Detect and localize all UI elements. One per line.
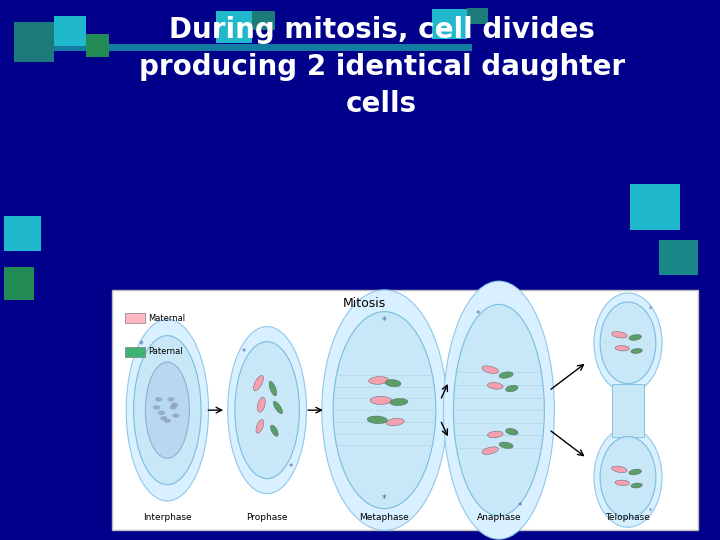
Text: *: *: [241, 348, 246, 357]
Bar: [432, 9, 467, 39]
Ellipse shape: [155, 397, 162, 401]
Ellipse shape: [367, 416, 387, 424]
Bar: [611, 384, 644, 436]
Ellipse shape: [594, 428, 662, 527]
Ellipse shape: [387, 418, 404, 426]
Ellipse shape: [134, 336, 201, 484]
Ellipse shape: [444, 281, 554, 539]
Bar: [54, 44, 472, 51]
Ellipse shape: [390, 399, 408, 406]
Ellipse shape: [594, 293, 662, 393]
Bar: [659, 240, 698, 275]
Ellipse shape: [322, 290, 447, 530]
Ellipse shape: [228, 327, 307, 494]
Text: Metaphase: Metaphase: [359, 513, 410, 522]
Bar: [125, 347, 145, 357]
Ellipse shape: [499, 372, 513, 378]
Text: Prophase: Prophase: [246, 513, 288, 522]
Ellipse shape: [611, 332, 627, 338]
Bar: [4, 267, 34, 300]
Ellipse shape: [631, 348, 642, 354]
Ellipse shape: [385, 380, 401, 387]
Text: During mitosis, cell divides
producing 2 identical daughter
cells: During mitosis, cell divides producing 2…: [138, 16, 625, 118]
Ellipse shape: [482, 366, 498, 373]
Text: Telophase: Telophase: [606, 513, 650, 522]
Ellipse shape: [505, 428, 518, 435]
Bar: [14, 22, 54, 62]
Bar: [216, 11, 252, 43]
Ellipse shape: [454, 305, 544, 516]
Ellipse shape: [269, 381, 276, 396]
Text: *: *: [138, 340, 143, 350]
Ellipse shape: [145, 362, 189, 458]
Ellipse shape: [615, 346, 629, 351]
Bar: [112, 290, 698, 530]
Text: *: *: [289, 463, 293, 472]
Text: *: *: [517, 502, 521, 511]
Text: Anaphase: Anaphase: [477, 513, 521, 522]
Bar: [4, 216, 41, 251]
Ellipse shape: [160, 416, 167, 420]
Ellipse shape: [235, 342, 300, 478]
Ellipse shape: [163, 419, 171, 423]
Text: *: *: [649, 508, 652, 514]
Ellipse shape: [333, 312, 436, 509]
Ellipse shape: [171, 403, 178, 407]
Ellipse shape: [271, 425, 278, 436]
Ellipse shape: [505, 385, 518, 392]
Ellipse shape: [629, 335, 642, 340]
Ellipse shape: [274, 401, 282, 414]
Ellipse shape: [629, 469, 642, 475]
Ellipse shape: [256, 420, 264, 433]
Ellipse shape: [487, 431, 503, 438]
Bar: [630, 184, 680, 230]
Ellipse shape: [615, 480, 629, 485]
Bar: [86, 34, 109, 57]
Text: *: *: [649, 306, 652, 312]
Ellipse shape: [600, 302, 656, 384]
Ellipse shape: [611, 466, 627, 472]
Ellipse shape: [257, 397, 265, 412]
Bar: [54, 16, 86, 46]
Bar: [252, 11, 275, 30]
Ellipse shape: [487, 382, 503, 389]
Ellipse shape: [631, 483, 642, 488]
Text: Interphase: Interphase: [143, 513, 192, 522]
Text: Maternal: Maternal: [148, 314, 186, 323]
Ellipse shape: [167, 397, 174, 401]
Ellipse shape: [253, 375, 264, 391]
Ellipse shape: [169, 405, 176, 409]
Text: *: *: [382, 494, 387, 504]
Ellipse shape: [482, 447, 498, 454]
Text: *: *: [476, 309, 480, 319]
Ellipse shape: [369, 376, 389, 384]
Ellipse shape: [172, 414, 179, 418]
Text: Paternal: Paternal: [148, 347, 183, 356]
Ellipse shape: [126, 319, 209, 501]
Ellipse shape: [158, 410, 165, 415]
Ellipse shape: [600, 436, 656, 518]
Bar: [467, 8, 488, 24]
Ellipse shape: [499, 442, 513, 448]
Ellipse shape: [370, 396, 392, 404]
Text: Mitosis: Mitosis: [342, 297, 385, 310]
Text: *: *: [382, 316, 387, 326]
Bar: [125, 313, 145, 323]
Ellipse shape: [153, 405, 160, 409]
